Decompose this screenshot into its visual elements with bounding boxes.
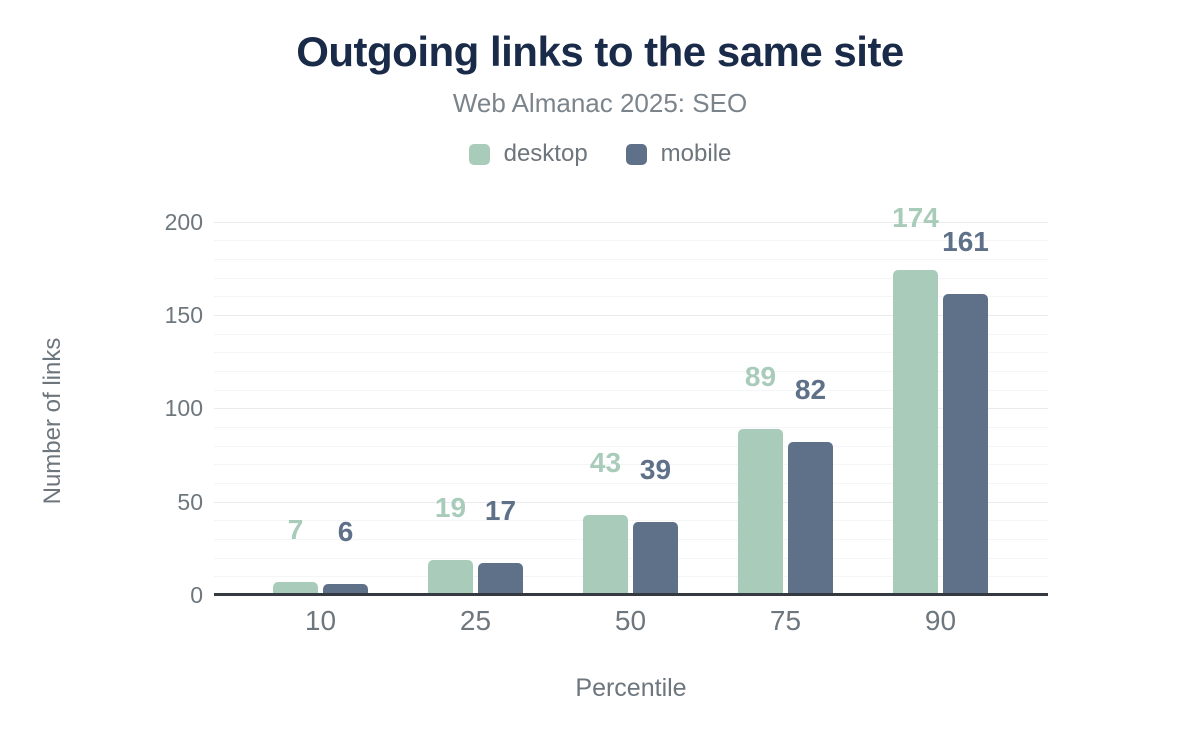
gridline-minor-190 [214,240,1048,242]
gridline-minor-140 [214,333,1048,335]
bar-desktop-p25[interactable] [428,559,473,595]
bar-mobile-p75[interactable] [788,441,833,595]
x-tick-label-25: 25 [459,605,492,636]
bar-label-desktop-p25: 19 [434,491,467,523]
gridline-minor-60 [214,483,1048,484]
bar-desktop-p10[interactable] [273,581,318,595]
bar-mobile-p10[interactable] [323,583,368,595]
x-tick-label-50: 50 [614,605,647,636]
gridline-minor-70 [214,464,1048,466]
chart-title: Outgoing links to the same site [296,28,904,75]
gridline-minor-160 [214,296,1048,298]
gridline-minor-10 [214,576,1048,578]
x-axis-title: Percentile [575,674,687,702]
y-tick-label-50: 50 [177,488,203,515]
y-tick-label-100: 100 [164,395,203,422]
bar-label-desktop-p50: 43 [589,446,622,478]
x-tick-label-90: 90 [924,605,957,636]
gridline-minor-120 [214,370,1048,372]
bar-label-desktop-p10: 7 [287,513,304,545]
bar-mobile-p50[interactable] [633,522,678,595]
bar-label-mobile-p10: 6 [337,515,354,547]
gridline-minor-170 [214,277,1048,279]
legend-swatch-desktop [468,143,490,165]
gridline-major-150 [214,314,1048,316]
bar-desktop-p50[interactable] [583,514,628,595]
gridline-minor-20 [214,557,1048,559]
bar-desktop-p75[interactable] [738,428,783,595]
bar-label-mobile-p75: 82 [794,373,827,405]
gridline-major-50 [214,501,1048,503]
bar-mobile-p90[interactable] [943,294,988,595]
gridline-minor-40 [214,520,1048,522]
y-tick-label-0: 0 [190,582,203,608]
gridline-minor-110 [214,389,1048,391]
bar-label-mobile-p25: 17 [484,495,517,527]
x-tick-label-10: 10 [304,605,337,636]
gridline-major-100 [214,408,1048,410]
chart-subtitle: Web Almanac 2025: SEO [452,88,748,118]
bar-label-desktop-p75: 89 [744,360,777,392]
bar-mobile-p25[interactable] [478,563,523,595]
legend-label-mobile: mobile [660,140,732,167]
gridline-minor-90 [214,427,1048,428]
y-tick-label-150: 150 [164,301,203,328]
gridline-minor-130 [214,352,1048,354]
legend-swatch-mobile [625,143,647,165]
bar-label-desktop-p90: 174 [892,202,939,234]
legend-label-desktop: desktop [503,140,588,167]
plot-area: 0 50 100 150 200 10 25 50 75 90 7 19 43 89 174 6 17 39 82 1… [165,202,1048,636]
x-tick-label-75: 75 [769,605,802,636]
gridline-major-200 [214,221,1048,223]
legend-item-desktop[interactable]: desktop [468,140,588,168]
legend: desktop mobile [0,140,1200,168]
x-axis-line [214,593,1048,596]
y-axis-title: Number of links [39,337,66,505]
gridline-minor-30 [214,539,1048,540]
bar-label-mobile-p90: 161 [942,226,989,258]
gridline-minor-80 [214,445,1048,447]
bar-label-mobile-p50: 39 [639,454,672,486]
bar-desktop-p90[interactable] [893,270,938,595]
gridline-minor-180 [214,258,1048,260]
y-tick-label-200: 200 [164,208,203,235]
legend-item-mobile[interactable]: mobile [625,140,732,168]
